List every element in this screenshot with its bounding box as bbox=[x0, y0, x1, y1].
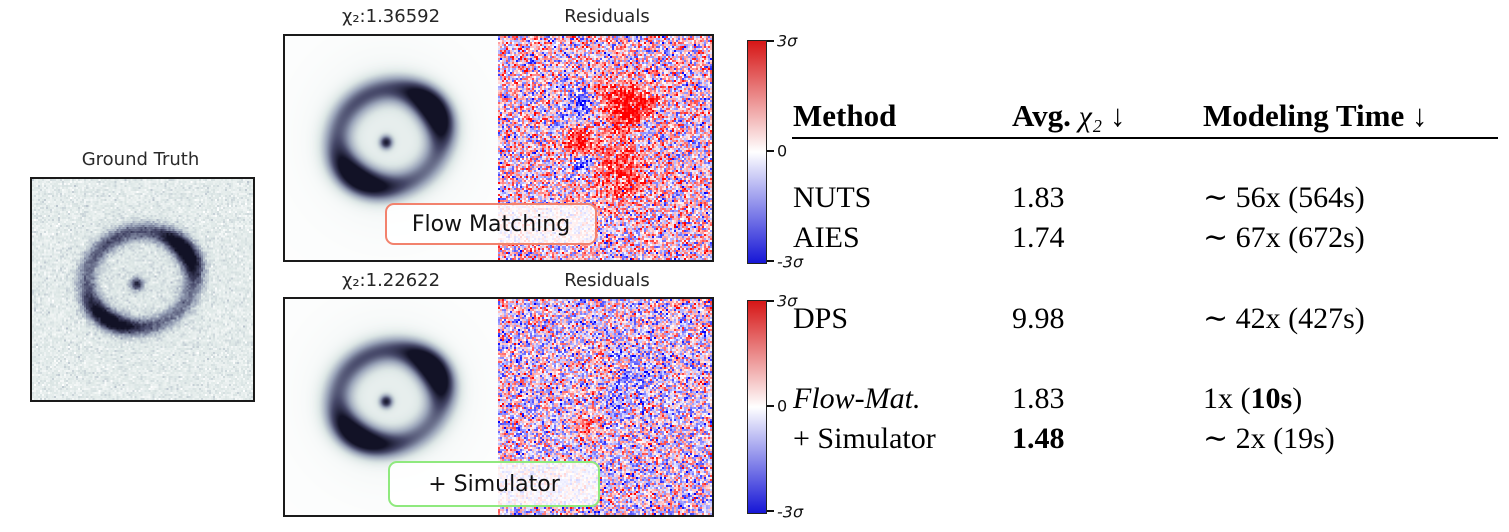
time-cell: ∼ 42x (427s) bbox=[1203, 302, 1365, 335]
header-modeling-time: Modeling Time ↓ bbox=[1203, 96, 1427, 136]
method-cell: Flow-Mat. bbox=[793, 382, 921, 415]
time-cell: ∼ 67x (672s) bbox=[1203, 221, 1365, 254]
time-cell: ∼ 2x (19s) bbox=[1203, 422, 1335, 455]
chi2-title-simulator: χ₂:1.22622 bbox=[341, 270, 441, 291]
colorbar-simulator bbox=[747, 300, 767, 514]
header-time-label: Modeling Time bbox=[1203, 98, 1405, 133]
ground-truth-title: Ground Truth bbox=[81, 149, 200, 170]
method-cell: DPS bbox=[793, 302, 849, 335]
colorbar-label-m3sigma: -3σ bbox=[777, 502, 804, 522]
residuals-title-simulator: Residuals bbox=[564, 270, 650, 291]
chi2-cell: 1.83 bbox=[1012, 181, 1065, 214]
colorbar-tick-top bbox=[767, 40, 774, 42]
time-cell: ∼ 56x (564s) bbox=[1203, 181, 1365, 214]
colorbar-label-3sigma: 3σ bbox=[777, 31, 798, 51]
colorbar-label-m3sigma: -3σ bbox=[777, 252, 804, 272]
table-header-rule bbox=[792, 137, 1498, 139]
method-label-flow-matching: Flow Matching bbox=[385, 203, 597, 245]
colorbar-label-zero: 0 bbox=[777, 141, 788, 161]
method-cell: AIES bbox=[793, 221, 860, 254]
ground-truth-image bbox=[30, 177, 255, 402]
chi2-title-flow-matching: χ₂:1.36592 bbox=[341, 6, 441, 27]
colorbar-tick-mid bbox=[767, 405, 774, 407]
residuals-title-flow-matching: Residuals bbox=[564, 6, 650, 27]
chi2-cell: 9.98 bbox=[1012, 302, 1065, 335]
down-arrow-icon: ↓ bbox=[1109, 98, 1126, 133]
method-cell: NUTS bbox=[793, 181, 872, 214]
header-avg-chi2: Avg. χ₂ ↓ bbox=[1012, 96, 1125, 137]
chi2-cell: 1.74 bbox=[1012, 221, 1065, 254]
colorbar-tick-bottom bbox=[767, 510, 774, 512]
colorbar-tick-top bbox=[767, 300, 774, 302]
chi2-cell: 1.48 bbox=[1012, 422, 1065, 455]
chi2-cell: 1.83 bbox=[1012, 382, 1065, 415]
colorbar-label-3sigma: 3σ bbox=[777, 291, 798, 311]
header-chi2-symbol: χ₂ bbox=[1078, 100, 1103, 133]
colorbar-label-zero: 0 bbox=[777, 396, 788, 416]
header-method: Method bbox=[793, 98, 897, 133]
method-cell: + Simulator bbox=[793, 422, 936, 455]
time-cell: 1x (10s) bbox=[1203, 382, 1303, 415]
colorbar-tick-bottom bbox=[767, 260, 774, 262]
method-label-simulator: + Simulator bbox=[388, 461, 600, 507]
colorbar-flow-matching bbox=[747, 40, 767, 264]
down-arrow-icon: ↓ bbox=[1411, 98, 1428, 133]
header-avg-prefix: Avg. bbox=[1012, 98, 1071, 133]
colorbar-tick-mid bbox=[767, 150, 774, 152]
